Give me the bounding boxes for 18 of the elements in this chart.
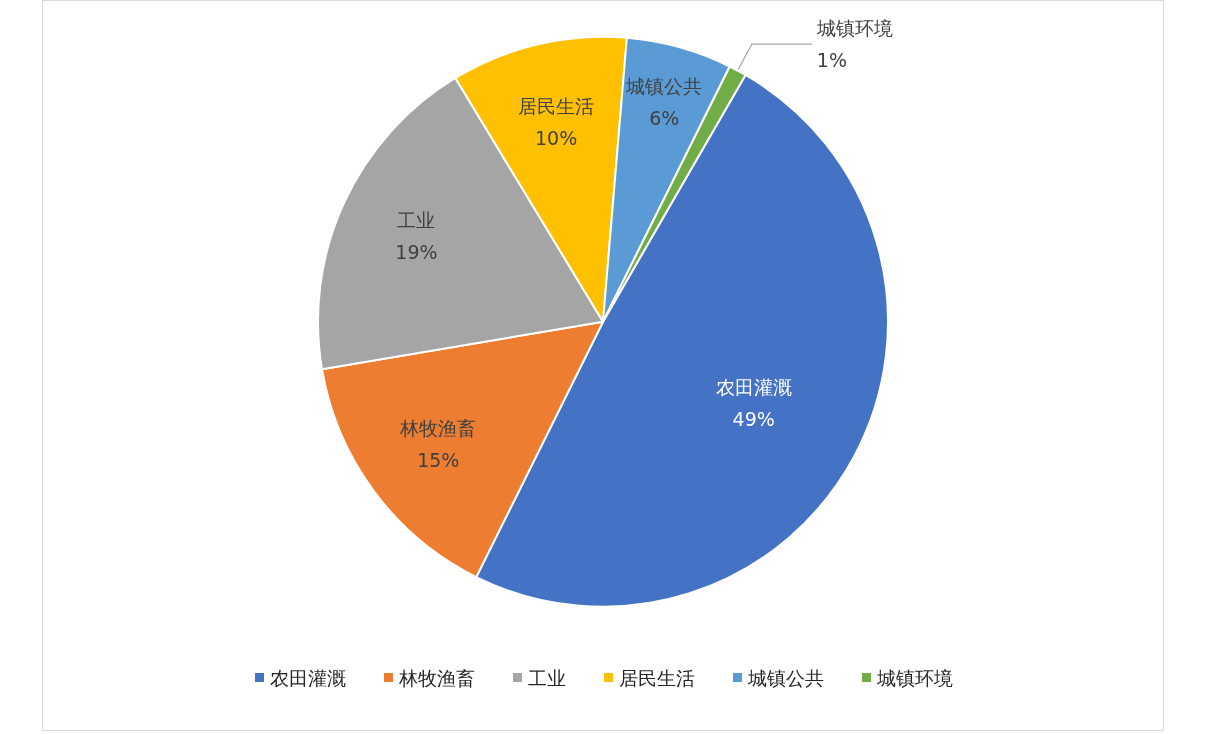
data-label: 15% — [417, 449, 460, 472]
data-label: 10% — [535, 126, 578, 149]
legend-label: 城镇公共 — [747, 666, 824, 689]
data-label: 1% — [816, 49, 848, 72]
legend-label: 工业 — [528, 666, 566, 689]
legend-label: 居民生活 — [619, 666, 695, 689]
slice-label: 工业 — [397, 209, 436, 232]
legend-label: 林牧渔畜 — [398, 666, 475, 689]
data-label: 19% — [395, 241, 438, 264]
slice-label: 农田灌溉 — [715, 375, 792, 398]
data-label: 49% — [732, 407, 775, 430]
slice-label: 居民生活 — [518, 94, 595, 117]
data-label: 6% — [649, 107, 680, 130]
slice-label: 林牧渔畜 — [399, 417, 477, 440]
legend-label: 农田灌溉 — [270, 666, 346, 689]
slice-label: 城镇环境 — [815, 17, 893, 40]
legend-label: 城镇环境 — [876, 666, 953, 689]
slice-label: 城镇公共 — [625, 75, 703, 98]
